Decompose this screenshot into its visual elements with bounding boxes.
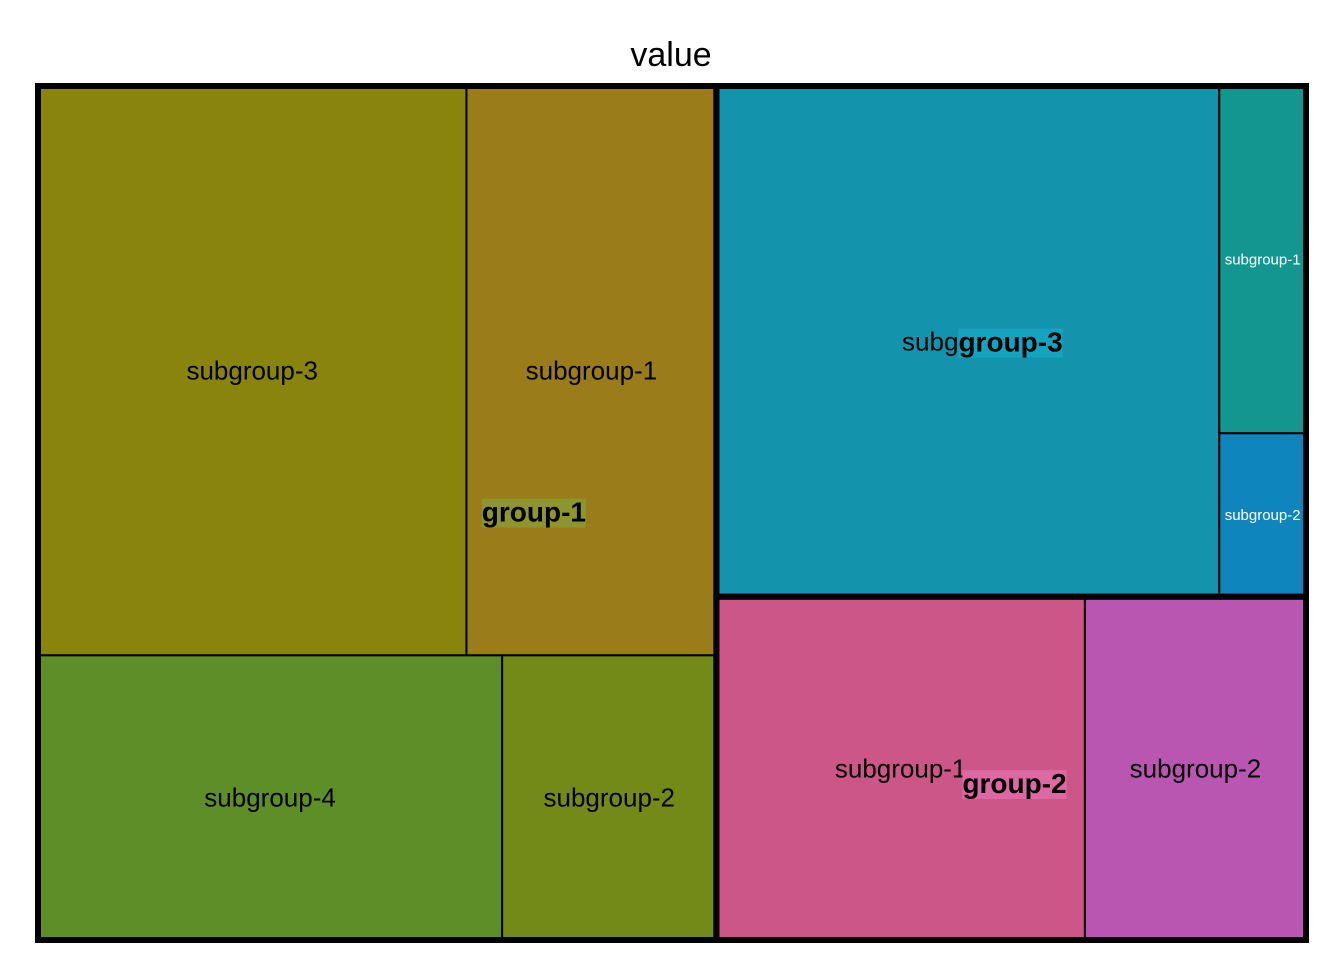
group-2-label: group-2 xyxy=(962,768,1066,799)
group-1-label-background xyxy=(481,498,587,528)
group-3-label: group-3 xyxy=(958,327,1062,358)
tile-label-1-1: subgroup-3 xyxy=(186,356,318,386)
treemap-tiles: subgroup-3 subgroup-1 subgroup-4 subgroup-2… xyxy=(37,85,1307,942)
tile-1-4 xyxy=(501,654,718,941)
tile-label-1-3: subgroup-4 xyxy=(204,783,336,813)
tile-2-1 xyxy=(715,595,1086,942)
tile-label-2-1: subgroup-1 xyxy=(835,753,967,783)
tile-label-2-2: subgroup-2 xyxy=(1130,753,1262,783)
tile-label-3-3: subgroup-2 xyxy=(1225,507,1301,524)
group-labels: group-1 group-3 group-2 xyxy=(481,327,1067,800)
tile-1-1 xyxy=(37,85,468,657)
chart-title: value xyxy=(630,36,711,74)
tile-label-1-4: subgroup-2 xyxy=(543,783,675,813)
group-1-label: group-1 xyxy=(482,497,586,528)
group-3-label-background xyxy=(958,328,1063,358)
treemap-outer-border xyxy=(35,83,1309,943)
tile-1-3 xyxy=(37,654,504,941)
tile-1-2 xyxy=(465,85,718,657)
tile-label-1-2: subgroup-1 xyxy=(526,356,658,386)
tile-2-2 xyxy=(1083,595,1307,942)
tile-label-3-2: subgroup-1 xyxy=(1225,252,1301,269)
group-2-label-background xyxy=(962,770,1067,800)
